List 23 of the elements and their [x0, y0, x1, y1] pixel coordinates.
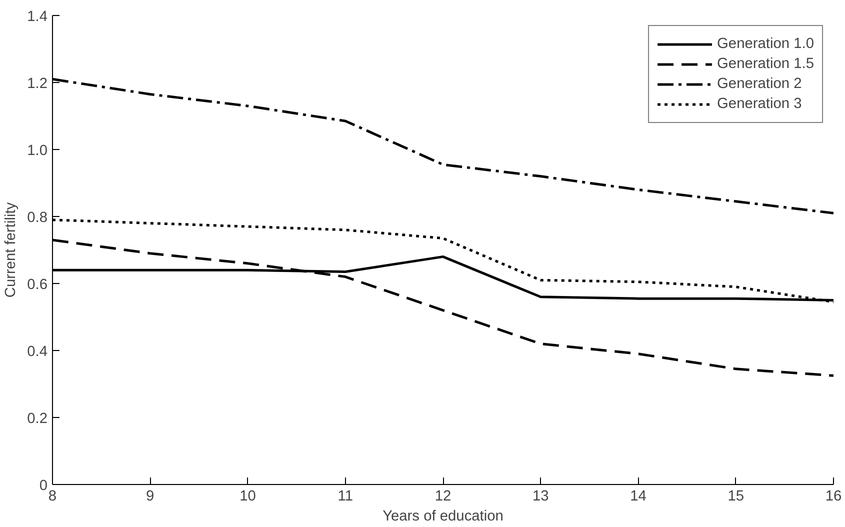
x-tick-label: 15 [728, 488, 744, 504]
x-tick-label: 9 [146, 488, 154, 504]
x-tick-label: 10 [240, 488, 256, 504]
x-tick-label: 14 [630, 488, 646, 504]
y-tick-label: 0.4 [27, 344, 48, 360]
legend-label: Generation 2 [717, 76, 802, 92]
y-tick-label: 1.2 [27, 76, 48, 92]
x-tick-label: 12 [434, 488, 452, 504]
y-tick-label: 0.8 [27, 210, 48, 226]
legend-label: Generation 1.0 [717, 36, 814, 52]
legend-label: Generation 3 [717, 96, 802, 112]
y-tick-label: 1.4 [27, 9, 48, 25]
x-axis-title: Years of education [382, 508, 504, 524]
y-axis-title: Current fertility [3, 202, 20, 298]
y-tick-label: 0.6 [27, 277, 48, 293]
x-tick-label: 13 [532, 488, 549, 504]
x-tick-label: 16 [825, 488, 842, 504]
legend-label: Generation 1.5 [717, 56, 814, 72]
y-tick-label: 0 [39, 478, 48, 494]
x-tick-label: 8 [48, 488, 57, 504]
x-tick-label: 11 [338, 488, 353, 504]
y-tick-label: 1.0 [27, 143, 48, 159]
y-tick-label: 0.2 [27, 411, 48, 427]
